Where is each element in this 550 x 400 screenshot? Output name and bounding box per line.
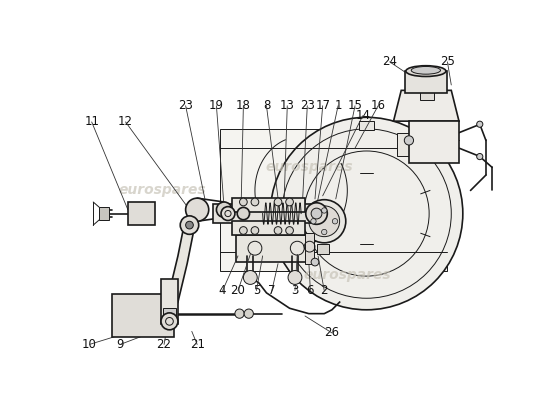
Bar: [359, 121, 374, 130]
Bar: [128, 202, 155, 225]
Text: 5: 5: [253, 284, 260, 297]
Text: 14: 14: [355, 109, 370, 122]
Bar: [163, 308, 177, 319]
Text: 13: 13: [280, 99, 295, 112]
Bar: [236, 235, 312, 262]
Circle shape: [274, 198, 282, 206]
Text: 22: 22: [157, 338, 172, 351]
Text: 10: 10: [82, 338, 97, 351]
Circle shape: [186, 221, 194, 229]
Text: 7: 7: [268, 284, 276, 297]
Circle shape: [251, 198, 259, 206]
Bar: [112, 294, 174, 337]
Circle shape: [286, 227, 294, 234]
Text: 25: 25: [440, 55, 455, 68]
Text: 23: 23: [178, 99, 193, 112]
Text: 23: 23: [300, 99, 315, 112]
Circle shape: [311, 208, 322, 219]
Circle shape: [322, 229, 327, 235]
Ellipse shape: [217, 202, 232, 218]
Text: 16: 16: [371, 99, 386, 112]
Circle shape: [302, 200, 346, 243]
Circle shape: [311, 258, 319, 266]
Circle shape: [243, 270, 257, 284]
Circle shape: [477, 154, 483, 160]
Text: 21: 21: [190, 338, 205, 351]
Bar: [232, 221, 305, 235]
Circle shape: [271, 117, 463, 310]
Circle shape: [306, 203, 327, 224]
Circle shape: [161, 313, 178, 330]
Circle shape: [477, 121, 483, 127]
Circle shape: [404, 136, 414, 145]
Circle shape: [240, 198, 248, 206]
Text: 9: 9: [117, 338, 124, 351]
Text: 20: 20: [230, 284, 245, 297]
Circle shape: [240, 227, 248, 234]
Bar: [212, 204, 317, 223]
Circle shape: [332, 218, 338, 224]
Text: 18: 18: [236, 99, 251, 112]
Bar: [305, 233, 314, 264]
Text: 26: 26: [324, 326, 339, 339]
Text: 3: 3: [292, 284, 299, 297]
Text: 2: 2: [321, 284, 328, 297]
Polygon shape: [394, 90, 459, 121]
Circle shape: [311, 218, 316, 224]
Text: 4: 4: [219, 284, 227, 297]
Circle shape: [382, 158, 389, 166]
Text: 6: 6: [306, 284, 314, 297]
Text: 15: 15: [348, 99, 362, 112]
Circle shape: [286, 198, 294, 206]
Circle shape: [251, 227, 259, 234]
Bar: [220, 129, 448, 271]
Circle shape: [180, 216, 199, 234]
Text: 17: 17: [315, 99, 330, 112]
Circle shape: [322, 208, 327, 213]
Text: eurospares: eurospares: [119, 184, 206, 198]
Circle shape: [244, 309, 254, 318]
Circle shape: [309, 206, 340, 237]
Bar: [409, 121, 459, 164]
Bar: [397, 133, 409, 156]
Bar: [232, 198, 305, 212]
Text: eurospares: eurospares: [265, 160, 353, 174]
Text: 11: 11: [84, 116, 99, 128]
Text: 12: 12: [118, 116, 133, 128]
Bar: [421, 90, 434, 100]
Circle shape: [351, 158, 359, 166]
Ellipse shape: [411, 66, 441, 74]
Bar: [317, 244, 329, 254]
Text: eurospares: eurospares: [304, 268, 391, 282]
Circle shape: [288, 270, 302, 284]
Text: 24: 24: [382, 55, 397, 68]
Bar: [161, 279, 178, 324]
Text: 8: 8: [263, 99, 270, 112]
Circle shape: [235, 309, 244, 318]
Polygon shape: [163, 225, 195, 321]
Text: 19: 19: [209, 99, 224, 112]
Text: 1: 1: [334, 99, 342, 112]
Circle shape: [274, 227, 282, 234]
Bar: [405, 71, 448, 93]
Ellipse shape: [186, 198, 209, 221]
Ellipse shape: [406, 66, 446, 76]
Circle shape: [221, 207, 235, 220]
Bar: [100, 207, 109, 220]
Circle shape: [237, 207, 250, 220]
